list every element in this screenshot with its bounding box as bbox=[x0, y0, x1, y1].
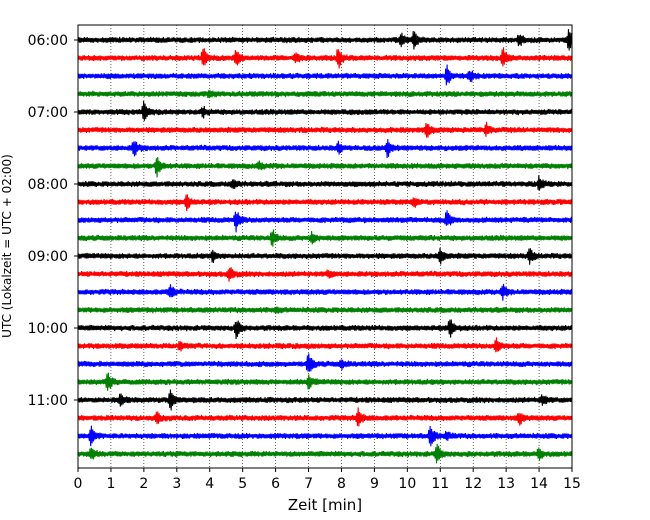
y-tick-label: 08:00 bbox=[28, 177, 68, 193]
trace-0745 bbox=[77, 175, 573, 191]
trace-0915 bbox=[77, 283, 573, 301]
trace-1000 bbox=[77, 337, 573, 353]
trace-1115 bbox=[77, 425, 573, 447]
y-tick-label: 07:00 bbox=[28, 105, 68, 121]
y-tick-label: 11:00 bbox=[28, 393, 68, 409]
trace-0715 bbox=[77, 139, 573, 158]
trace-0930 bbox=[77, 306, 573, 314]
trace-0830 bbox=[77, 229, 573, 247]
x-tick-label: 12 bbox=[464, 476, 482, 492]
trace-0815 bbox=[77, 210, 573, 233]
trace-1015 bbox=[77, 353, 573, 372]
x-tick-label: 10 bbox=[398, 476, 416, 492]
trace-0945 bbox=[77, 319, 573, 340]
trace-0615 bbox=[77, 64, 573, 86]
trace-0630 bbox=[77, 90, 573, 99]
y-axis-ticks: 06:00 07:00 08:00 09:00 10:00 11:00 bbox=[28, 33, 78, 409]
x-tick-label: 13 bbox=[497, 476, 515, 492]
x-tick-label: 9 bbox=[370, 476, 379, 492]
trace-1130 bbox=[77, 443, 573, 464]
seismic-traces bbox=[77, 29, 573, 464]
trace-0700 bbox=[77, 121, 573, 138]
x-tick-label: 3 bbox=[172, 476, 181, 492]
x-tick-label: 5 bbox=[238, 476, 247, 492]
x-tick-label: 0 bbox=[74, 476, 83, 492]
x-tick-label: 11 bbox=[431, 476, 449, 492]
plot-frame bbox=[77, 24, 573, 469]
trace-0845 bbox=[77, 247, 573, 265]
y-tick-label: 10:00 bbox=[28, 321, 68, 337]
x-axis-label: Zeit [min] bbox=[288, 496, 362, 514]
x-tick-label: 8 bbox=[337, 476, 346, 492]
trace-0600 bbox=[77, 47, 573, 69]
x-tick-label: 4 bbox=[205, 476, 214, 492]
x-tick-label: 14 bbox=[530, 476, 548, 492]
trace-0900 bbox=[77, 267, 573, 282]
x-tick-label: 15 bbox=[563, 476, 581, 492]
trace-0800 bbox=[77, 194, 573, 211]
grid-lines bbox=[110, 25, 540, 468]
trace-1100 bbox=[77, 407, 573, 427]
x-tick-label: 1 bbox=[106, 476, 115, 492]
trace-1045 bbox=[77, 389, 573, 411]
y-tick-label: 09:00 bbox=[28, 249, 68, 265]
trace-1030 bbox=[77, 372, 573, 391]
x-tick-label: 6 bbox=[271, 476, 280, 492]
y-tick-label: 06:00 bbox=[28, 33, 68, 49]
trace-0545 bbox=[77, 29, 573, 51]
y-axis-label: UTC (Lokalzeit = UTC + 02:00) bbox=[0, 154, 14, 338]
x-tick-label: 2 bbox=[139, 476, 148, 492]
trace-0730 bbox=[77, 156, 573, 178]
x-tick-label: 7 bbox=[304, 476, 313, 492]
trace-0645 bbox=[77, 101, 573, 121]
x-axis-ticks: 0 1 2 3 4 5 6 7 8 9 10 11 12 13 14 15 bbox=[74, 468, 581, 492]
